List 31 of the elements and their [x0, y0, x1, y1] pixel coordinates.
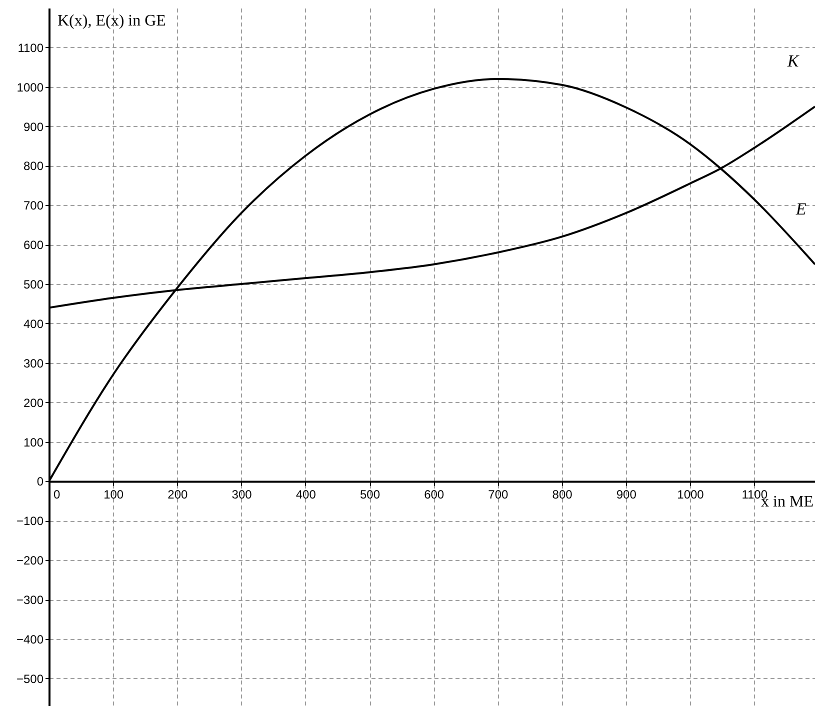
- y-tick-label: −100: [16, 514, 44, 528]
- y-tick-label: −300: [16, 593, 44, 608]
- x-tick-label: 300: [232, 488, 252, 502]
- y-tick-label: 700: [23, 198, 44, 213]
- text: K: [786, 52, 800, 71]
- y-tick-label: 0: [36, 474, 44, 489]
- y-tick-label: 800: [23, 159, 44, 174]
- y-tick-label: 100: [23, 435, 44, 450]
- y-tick-label: 1000: [16, 80, 44, 94]
- x-tick-label: 500: [360, 488, 380, 502]
- x-tick-label: 700: [488, 488, 509, 502]
- x-tick-label: 900: [616, 488, 637, 502]
- y-tick-label: 200: [23, 396, 44, 410]
- y-tick-label: 1100: [18, 40, 44, 55]
- y-tick-label: −500: [16, 672, 44, 686]
- x-tick-label: 1000: [677, 488, 704, 502]
- x-tick-label: 0: [54, 488, 60, 502]
- y-axis-title: K(x), E(x) in GE: [58, 12, 166, 30]
- x-tick-label: 400: [296, 488, 316, 502]
- y-tick-label: 900: [23, 120, 44, 134]
- y-tick-label: 600: [23, 238, 44, 252]
- x-tick-label: 200: [168, 488, 188, 502]
- x-tick-label: 600: [424, 488, 444, 502]
- y-tick-label: 500: [23, 278, 44, 292]
- series-label: E: [794, 199, 807, 218]
- x-tick-label: 800: [552, 488, 573, 502]
- x-tick-label: 100: [104, 488, 124, 502]
- y-tick-label: 400: [23, 316, 44, 331]
- y-tick-label: −400: [16, 632, 44, 646]
- y-tick-label: −200: [16, 554, 44, 568]
- y-tick-label: 300: [23, 356, 44, 370]
